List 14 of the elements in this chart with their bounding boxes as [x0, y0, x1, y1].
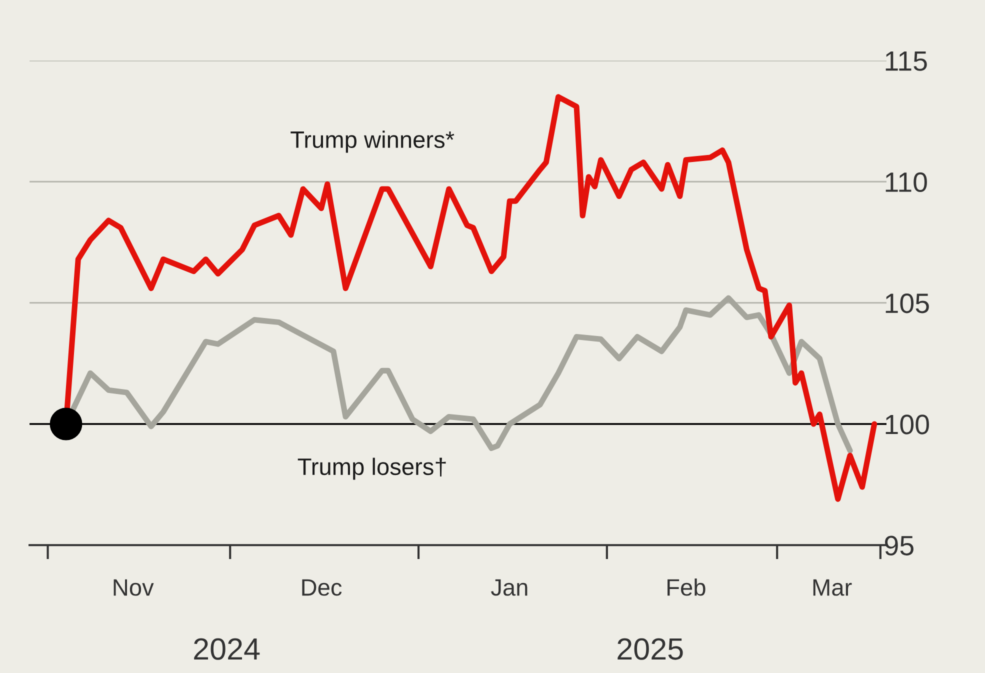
x-tick-label: Dec: [302, 579, 342, 596]
y-tick-label: 105: [886, 294, 929, 314]
series-label: Trump losers†: [298, 458, 446, 480]
text: 2025: [618, 638, 683, 660]
x-tick-label: Feb: [668, 578, 706, 596]
x-tick-label: Nov: [114, 579, 154, 596]
x-tick-label: Jan: [491, 579, 528, 596]
y-tick-label: 110: [886, 172, 927, 192]
x-tick-label: Mar: [813, 579, 852, 596]
text: 2024: [194, 638, 260, 660]
y-tick-label: 100: [886, 414, 929, 434]
y-tick-label: 115: [886, 52, 927, 71]
y-tick-label: 95: [885, 536, 914, 556]
series-label: Trump winners*: [290, 130, 454, 153]
